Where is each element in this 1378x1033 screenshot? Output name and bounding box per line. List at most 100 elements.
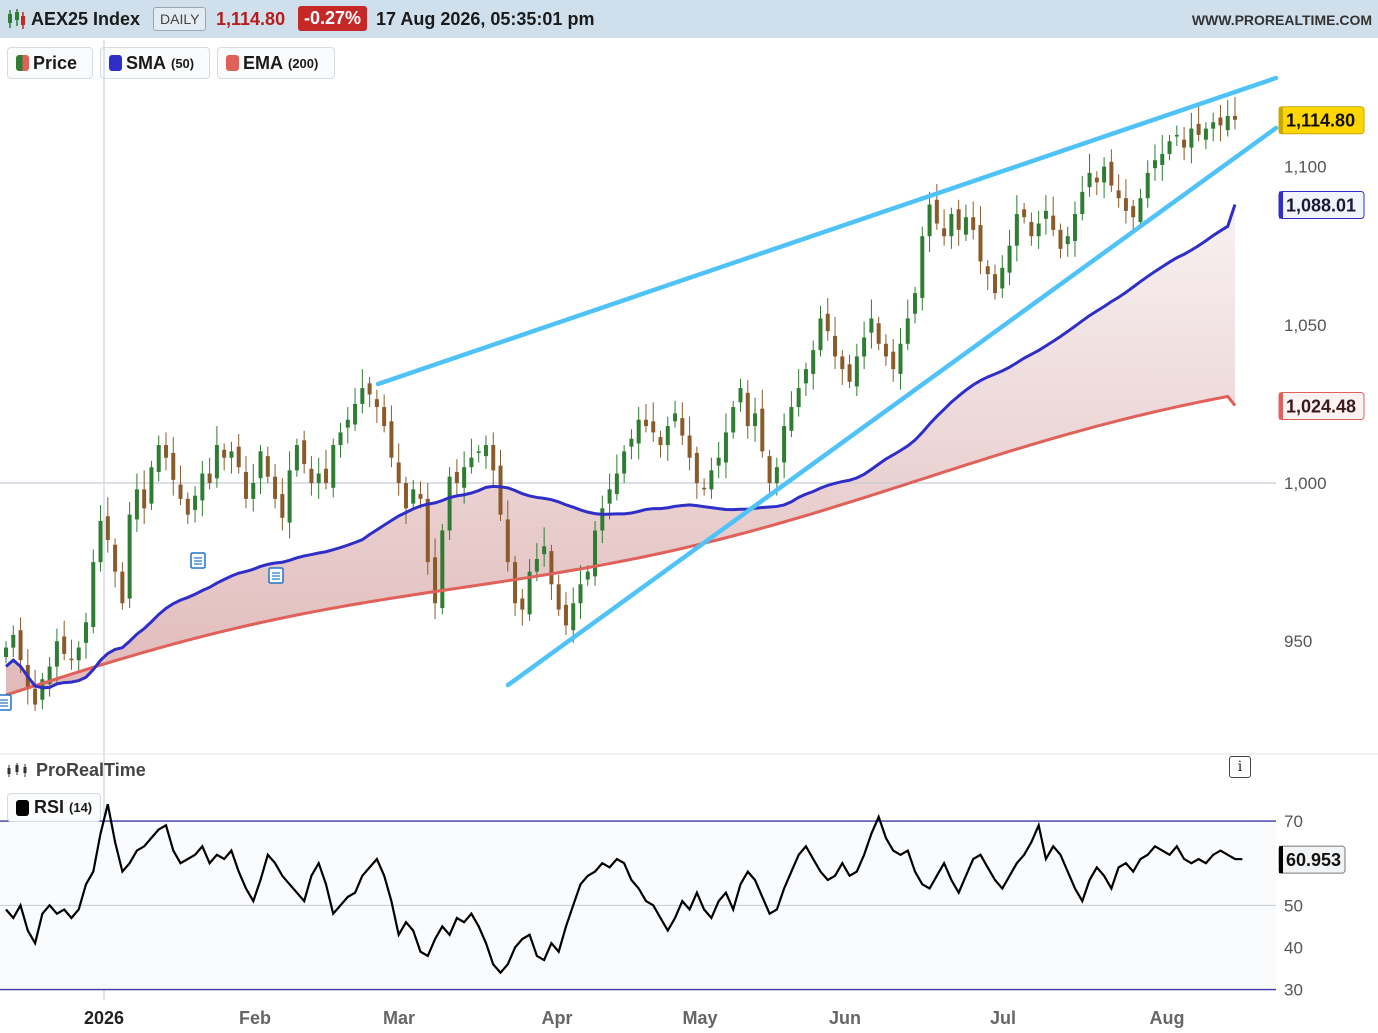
info-icon[interactable]: i	[1229, 756, 1251, 778]
price-candle	[1109, 149, 1114, 192]
price-tag-text: 1,024.48	[1286, 397, 1356, 417]
candle-body	[985, 266, 990, 275]
candle-body	[425, 498, 430, 563]
price-candle	[1051, 196, 1056, 237]
legend-ema[interactable]: EMA (200)	[217, 47, 335, 79]
candle-body	[353, 403, 358, 425]
candle-body	[760, 408, 765, 452]
candle-body	[847, 364, 852, 382]
price-candle	[433, 538, 438, 620]
candle-body	[622, 451, 627, 474]
candle-body	[1131, 206, 1136, 218]
price-candle	[1233, 96, 1237, 130]
period-badge[interactable]: DAILY	[153, 7, 207, 31]
candle-body	[120, 571, 125, 604]
price-candle	[360, 369, 365, 414]
candle-body	[54, 641, 59, 667]
price-candle	[643, 403, 648, 433]
candle-body	[483, 445, 488, 457]
price-candle	[913, 286, 918, 324]
price-candle	[440, 524, 445, 615]
rsi-tick-label: 70	[1284, 812, 1303, 831]
price-candle	[1145, 160, 1150, 208]
price-tag-marker	[1279, 191, 1283, 219]
price-candle	[345, 407, 350, 444]
price-candle	[193, 486, 198, 523]
note-icon	[190, 552, 206, 569]
datetime: 17 Aug 2026, 05:35:01 pm	[376, 9, 595, 29]
price-candle	[905, 299, 910, 351]
brand-candles-icon	[7, 763, 27, 777]
price-candle	[265, 446, 270, 484]
price-candle	[520, 589, 525, 626]
price-candle	[382, 394, 387, 433]
price-candle	[1123, 179, 1128, 224]
price-candle	[1000, 255, 1005, 298]
candle-body	[447, 476, 452, 531]
candle-body	[1087, 172, 1092, 188]
rsi-line	[5, 803, 1243, 975]
candle-body	[156, 445, 161, 472]
rsi-value-tag: 60.953	[1278, 845, 1346, 874]
candle-body	[440, 530, 445, 609]
candle-body	[462, 467, 467, 488]
candle-body	[571, 603, 576, 631]
price-candle	[447, 467, 452, 540]
price-candle	[54, 628, 59, 683]
candle-body	[1196, 123, 1201, 135]
candle-body	[934, 199, 939, 224]
candle-body	[1145, 172, 1150, 199]
price-candle	[4, 641, 8, 664]
price-candle	[891, 339, 896, 382]
last-price: 1,114.80	[216, 9, 286, 29]
candle-body	[556, 584, 561, 610]
price-candle	[505, 500, 510, 572]
candle-body	[40, 679, 45, 700]
legend-rsi[interactable]: RSI (14)	[7, 793, 102, 822]
price-candle	[767, 449, 772, 493]
candle-body	[163, 445, 168, 458]
candlestick-icon	[8, 9, 25, 29]
candle-body	[862, 337, 867, 357]
candle-body	[1218, 117, 1223, 126]
sma-ema-area	[6, 204, 1235, 695]
price-candle	[454, 459, 459, 496]
price-candle	[171, 437, 176, 496]
instrument-name[interactable]: AEX25 Index	[31, 9, 141, 29]
candle-body	[76, 647, 81, 661]
price-candle	[11, 625, 16, 658]
candle-body	[1022, 209, 1027, 218]
price-candle	[978, 206, 983, 275]
candle-body	[753, 413, 758, 427]
candle-body	[200, 473, 205, 501]
candle-body	[505, 519, 510, 563]
price-candle	[614, 454, 619, 501]
price-candle	[636, 407, 641, 460]
candle-body	[709, 470, 714, 490]
candle-body	[236, 446, 241, 468]
price-candle	[127, 502, 132, 609]
candle-body	[105, 516, 110, 540]
candle-body	[774, 467, 779, 484]
price-candle	[745, 380, 750, 439]
candle-body	[1167, 141, 1172, 154]
legend-sma[interactable]: SMA (50)	[100, 47, 210, 79]
candle-body	[374, 399, 379, 408]
price-swatch-icon	[16, 55, 29, 71]
price-candle	[280, 478, 285, 531]
candle-body	[1160, 153, 1165, 165]
legend-price[interactable]: Price	[7, 47, 93, 79]
candle-body	[1225, 115, 1230, 131]
price-candle	[600, 495, 605, 544]
candle-body	[62, 636, 67, 654]
price-candle	[309, 456, 314, 496]
price-candle	[971, 201, 976, 240]
price-candle	[156, 435, 161, 482]
candle-body	[454, 471, 459, 484]
candle-body	[796, 388, 801, 408]
y-tick-label: 1,000	[1284, 474, 1327, 493]
candle-body	[971, 217, 976, 230]
candle-body	[1233, 115, 1237, 120]
site-link[interactable]: WWW.PROREALTIME.COM	[1191, 12, 1372, 28]
